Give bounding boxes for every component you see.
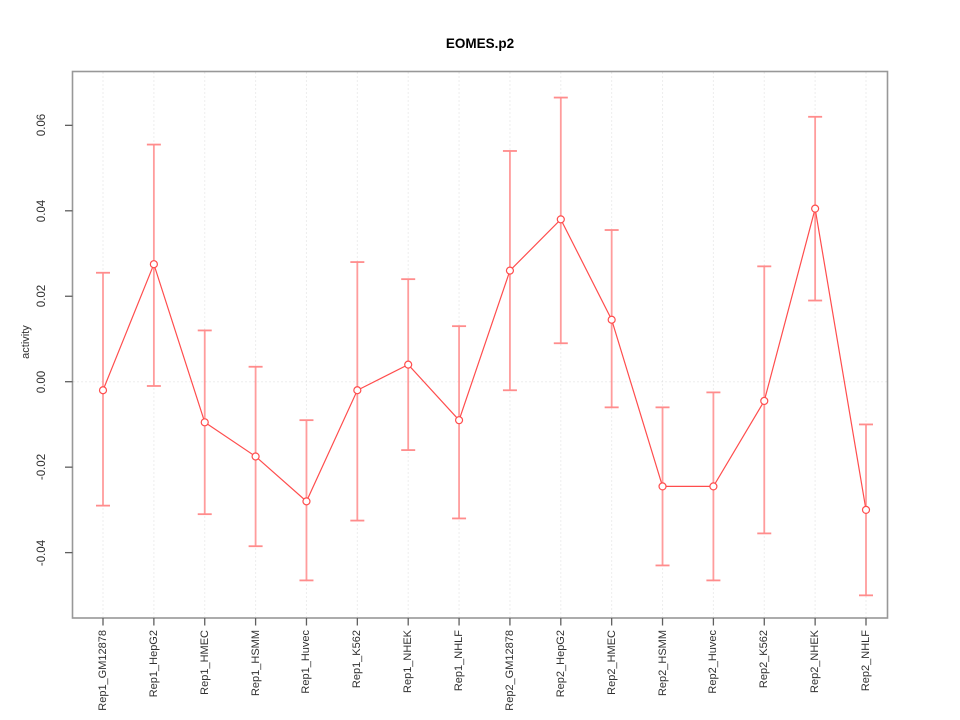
data-point <box>658 482 667 491</box>
x-tick-label: Rep1_NHLF <box>453 630 466 692</box>
data-point <box>454 416 464 425</box>
data-point <box>556 215 565 224</box>
data-point <box>709 482 718 491</box>
y-tick-label: -0.02 <box>36 454 48 481</box>
plot-border <box>71 70 889 619</box>
data-point <box>302 497 311 506</box>
x-tick-label: Rep2_HMEC <box>605 630 618 695</box>
data-point <box>505 266 515 275</box>
x-tick-label: Rep1_HepG2 <box>147 630 160 698</box>
data-point <box>251 452 260 461</box>
y-tick-label: 0.04 <box>36 199 48 222</box>
x-tick-label: Rep2_NHEK <box>809 630 822 693</box>
x-tick-label: Rep2_NHLF <box>860 630 872 692</box>
x-tick-label: Rep1_HSMM <box>249 630 262 697</box>
data-point <box>607 315 616 324</box>
x-tick-label: Rep2_HSMM <box>656 630 669 697</box>
data-point <box>200 418 209 427</box>
data-points <box>98 204 871 514</box>
x-tick-label: Rep1_GM12878 <box>97 630 109 711</box>
y-tick-label: 0.00 <box>36 370 48 393</box>
data-point <box>861 505 871 514</box>
y-tick-label: 0.06 <box>36 114 48 137</box>
x-tick-label: Rep2_Huvec <box>707 630 720 694</box>
x-tick-label: Rep1_NHEK <box>402 630 415 693</box>
data-point <box>760 396 769 406</box>
x-tick-label: Rep1_Huvec <box>300 630 313 694</box>
data-point <box>98 386 108 395</box>
data-point <box>149 260 158 269</box>
series-line <box>102 208 867 510</box>
data-point <box>404 360 413 369</box>
y-tick-label: 0.02 <box>36 285 48 308</box>
axis-ticks <box>65 124 867 626</box>
x-tick-label: Rep1_K562 <box>351 630 364 689</box>
data-point <box>353 386 362 395</box>
x-tick-label: Rep1_HMEC <box>198 630 211 695</box>
y-tick-label: -0.04 <box>36 539 48 566</box>
x-tick-label: Rep2_K562 <box>758 630 771 689</box>
data-point <box>811 204 820 213</box>
x-tick-label: Rep2_GM12878 <box>503 630 516 711</box>
x-tick-label: Rep2_HepG2 <box>554 630 567 698</box>
chart-title: EOMES.p2 <box>445 36 515 51</box>
